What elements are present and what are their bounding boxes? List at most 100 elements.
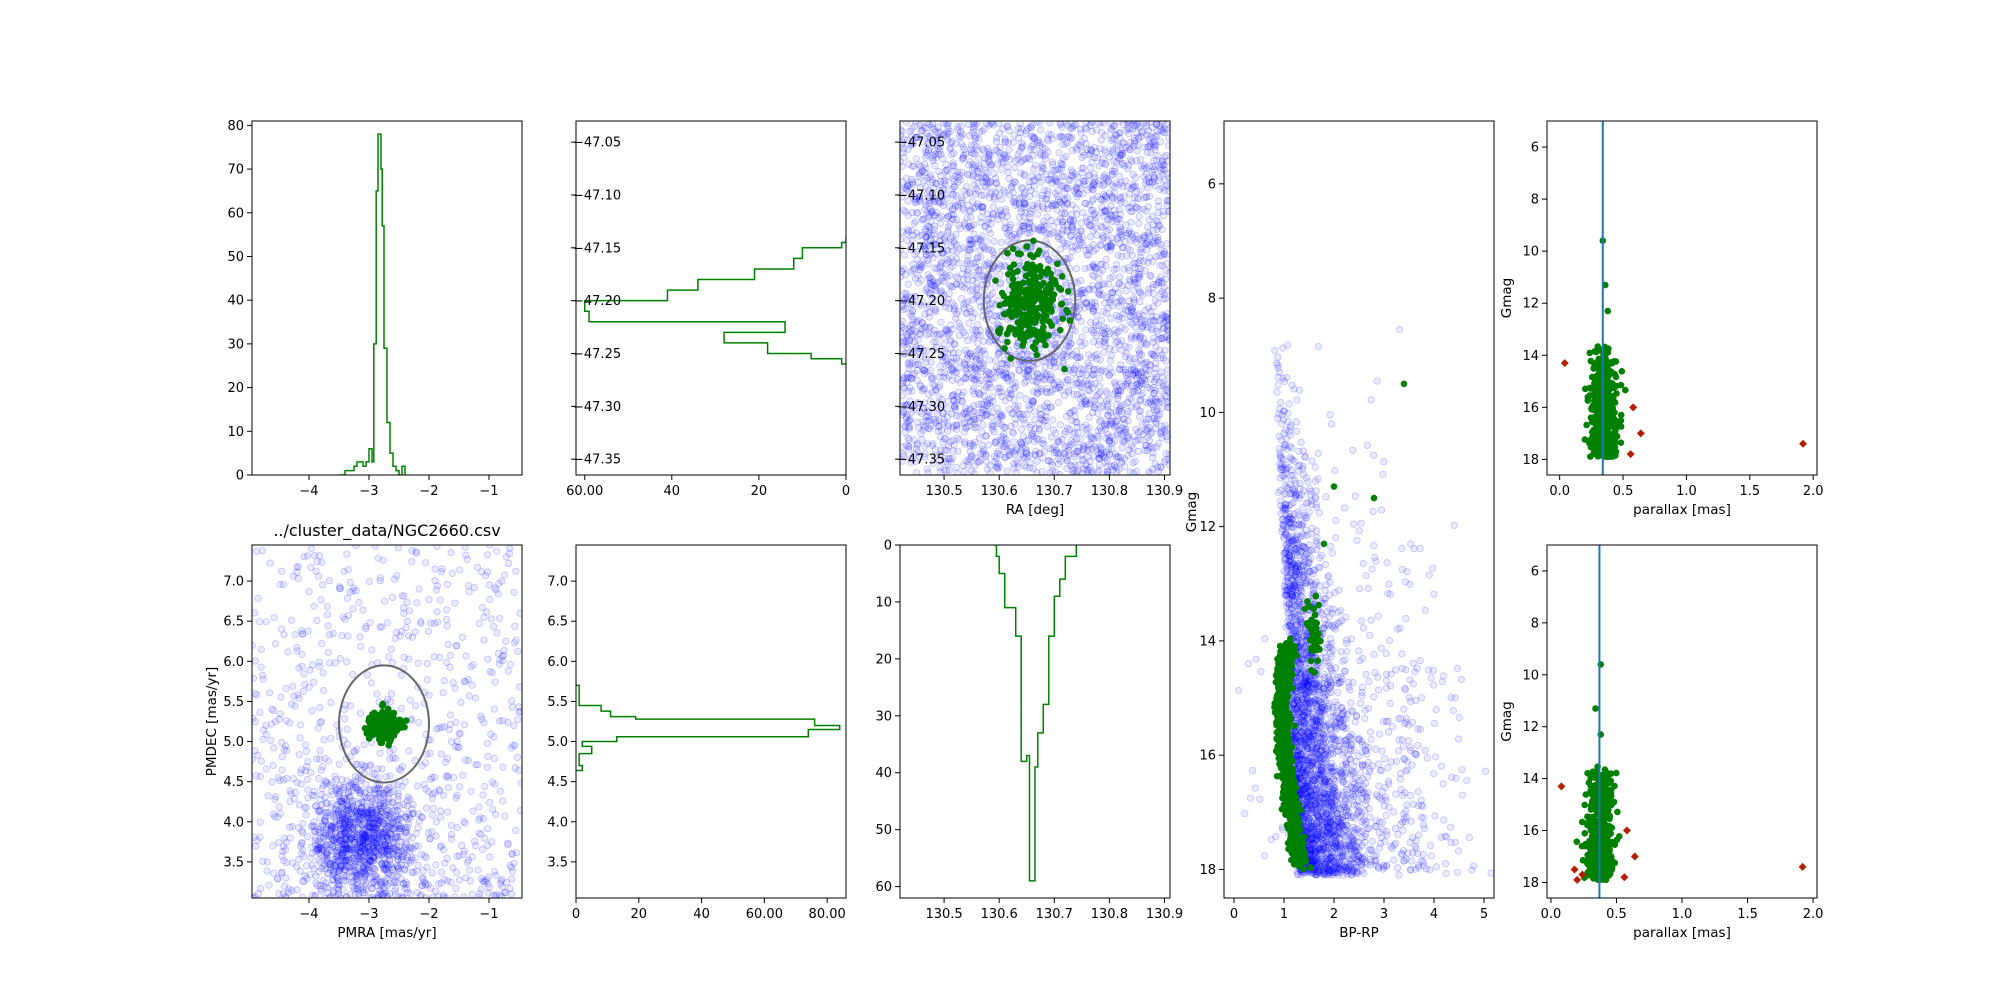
field-star [1158, 334, 1166, 342]
field-star [936, 451, 944, 459]
field-star [1133, 147, 1141, 155]
field-star [937, 352, 946, 360]
field-star [1021, 155, 1029, 163]
field-star [1128, 157, 1136, 165]
panel-sky: 130.5 130.6 130.7 130.8 130.9−47.05−47.10−47… [895, 120, 1183, 518]
field-star [1111, 326, 1119, 334]
field-star [995, 365, 1003, 374]
field-star [971, 415, 979, 424]
field-star [1041, 362, 1049, 371]
field-star [1088, 353, 1096, 362]
field-star [953, 421, 961, 429]
field-star [1109, 289, 1117, 297]
plot-area [583, 237, 846, 365]
field-star [1039, 205, 1048, 213]
field-star [923, 331, 931, 339]
field-star [1463, 776, 1471, 785]
field-star [1082, 371, 1091, 379]
field-star [1044, 176, 1052, 184]
member-star [1014, 268, 1021, 275]
field-star [934, 278, 942, 286]
field-star [1002, 369, 1010, 378]
field-star [922, 412, 930, 420]
field-star [1148, 312, 1156, 320]
field-star [1112, 131, 1120, 139]
field-star [904, 160, 913, 168]
field-star [1115, 181, 1123, 189]
field-star [964, 413, 972, 421]
field-star [1110, 157, 1118, 165]
field-star [1249, 766, 1257, 775]
field-star [1146, 142, 1155, 150]
field-star [1079, 209, 1087, 217]
field-star [1113, 142, 1121, 150]
field-star [928, 189, 937, 197]
field-star [1016, 229, 1024, 237]
field-star [1147, 149, 1155, 157]
field-star [1040, 447, 1049, 456]
field-star [972, 423, 981, 431]
field-star [1132, 381, 1140, 390]
field-star [964, 458, 973, 466]
member-star [1010, 261, 1018, 268]
field-star [1127, 395, 1136, 403]
field-star [1126, 318, 1134, 326]
y-tick-label: −47.10 [573, 188, 621, 203]
field-star [1049, 167, 1057, 175]
field-star [1114, 429, 1122, 438]
field-star [1163, 366, 1170, 374]
field-star [946, 438, 955, 446]
field-star [1074, 313, 1082, 322]
field-star [1109, 147, 1117, 155]
field-star [1122, 286, 1130, 295]
field-star [1118, 314, 1127, 322]
field-star [1440, 816, 1448, 824]
field-star [996, 206, 1005, 214]
y-tick-label: 40 [227, 294, 244, 309]
field-star [1155, 278, 1163, 286]
field-star [1046, 361, 1054, 370]
field-star [1137, 289, 1145, 297]
field-star [1140, 257, 1148, 265]
field-star [918, 325, 927, 333]
field-star [1012, 405, 1021, 414]
field-star [1109, 273, 1117, 281]
field-star [1010, 464, 1018, 472]
field-star [962, 424, 970, 432]
field-star [1076, 338, 1084, 346]
field-star [1060, 196, 1068, 204]
field-star [1426, 866, 1434, 874]
field-star [1152, 375, 1160, 383]
field-star [953, 392, 961, 400]
field-star [1077, 227, 1086, 235]
field-star [1064, 255, 1072, 263]
field-star [1146, 271, 1154, 279]
field-star [1274, 353, 1282, 361]
field-star [986, 402, 994, 410]
member-star [1027, 251, 1034, 259]
field-star [1095, 454, 1103, 463]
field-star [900, 302, 906, 310]
x-tick-label: 130.6 [981, 484, 1018, 499]
x-tick-label: −1 [479, 484, 498, 499]
field-star [943, 273, 951, 281]
field-star [1101, 342, 1109, 350]
field-star [1119, 309, 1127, 318]
field-star [1001, 218, 1009, 226]
field-star [1159, 212, 1167, 220]
field-star [1132, 174, 1140, 182]
field-star [952, 241, 961, 249]
field-star [945, 289, 953, 298]
field-star [1058, 353, 1066, 361]
field-star [1015, 409, 1023, 418]
field-star [1293, 427, 1301, 435]
field-star [1078, 164, 1086, 172]
field-star [999, 360, 1007, 368]
field-star [1382, 649, 1390, 658]
field-star [939, 438, 947, 446]
field-star [946, 329, 954, 337]
field-star [971, 263, 980, 271]
field-star [909, 325, 917, 333]
field-star [1125, 143, 1133, 151]
field-star [957, 325, 965, 333]
